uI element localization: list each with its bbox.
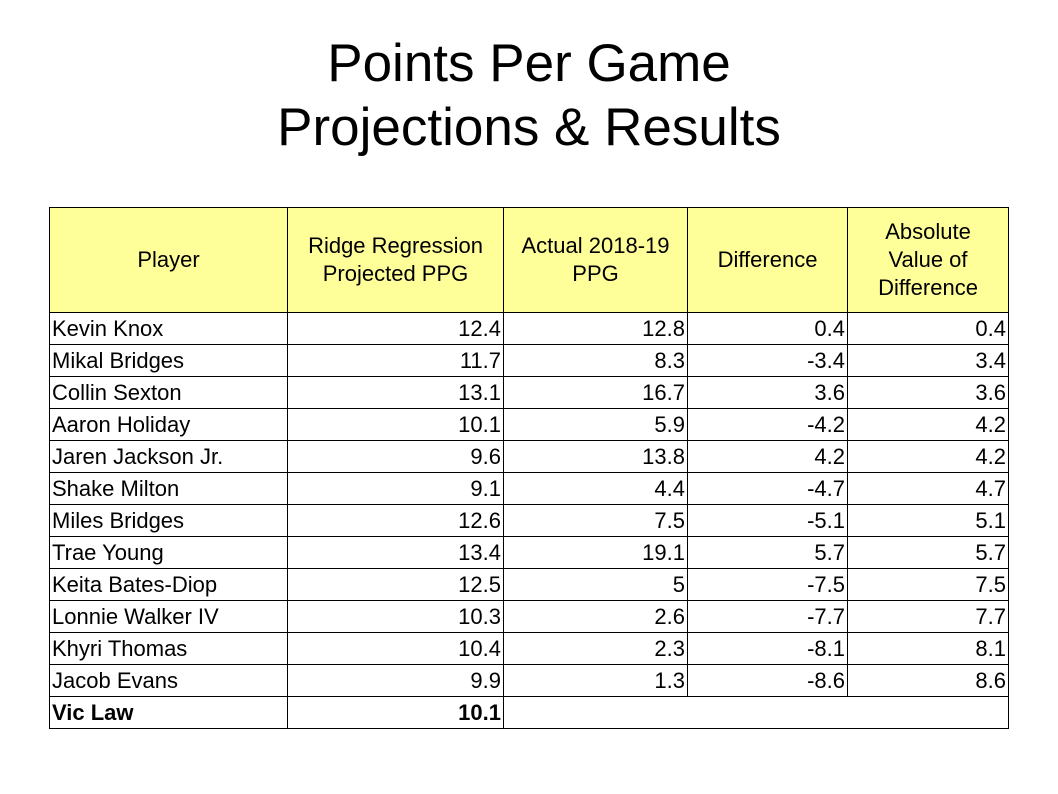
cell-actual-ppg: 8.3	[503, 344, 688, 377]
cell-player: Trae Young	[49, 536, 288, 569]
header-actual-ppg: Actual 2018-19 PPG	[503, 207, 688, 313]
cell-projected-ppg: 10.1	[287, 408, 504, 441]
cell-player: Collin Sexton	[49, 376, 288, 409]
cell-absolute-difference: 3.6	[847, 376, 1009, 409]
cell-actual-ppg: 4.4	[503, 472, 688, 505]
cell-difference: -3.4	[687, 344, 848, 377]
cell-actual-ppg: 1.3	[503, 664, 688, 697]
cell-player: Khyri Thomas	[49, 632, 288, 665]
cell-projected-ppg: 9.9	[287, 664, 504, 697]
cell-absolute-difference: 4.2	[847, 440, 1009, 473]
header-projected-ppg: Ridge Regression Projected PPG	[287, 207, 504, 313]
cell-player: Miles Bridges	[49, 504, 288, 537]
cell-difference: 4.2	[687, 440, 848, 473]
cell-empty	[503, 696, 1009, 729]
table-row: Lonnie Walker IV 10.3 2.6 -7.7 7.7	[49, 600, 1009, 633]
table-row: Khyri Thomas 10.4 2.3 -8.1 8.1	[49, 632, 1009, 665]
table-body: Kevin Knox 12.4 12.8 0.4 0.4 Mikal Bridges 11.…	[49, 312, 1009, 729]
cell-absolute-difference: 3.4	[847, 344, 1009, 377]
title-line-1: Points Per Game	[327, 34, 731, 93]
cell-actual-ppg: 5	[503, 568, 688, 601]
cell-difference: -5.1	[687, 504, 848, 537]
cell-actual-ppg: 5.9	[503, 408, 688, 441]
cell-absolute-difference: 7.5	[847, 568, 1009, 601]
cell-difference: -7.7	[687, 600, 848, 633]
cell-player: Shake Milton	[49, 472, 288, 505]
cell-projected-ppg: 12.4	[287, 312, 504, 345]
title-line-2: Projections & Results	[277, 98, 781, 157]
cell-player: Keita Bates-Diop	[49, 568, 288, 601]
cell-projected-ppg: 9.6	[287, 440, 504, 473]
header-player: Player	[49, 207, 288, 313]
cell-actual-ppg: 2.3	[503, 632, 688, 665]
cell-projected-ppg: 10.3	[287, 600, 504, 633]
cell-player: Mikal Bridges	[49, 344, 288, 377]
cell-projected-ppg: 12.5	[287, 568, 504, 601]
cell-difference: -4.7	[687, 472, 848, 505]
cell-absolute-difference: 5.7	[847, 536, 1009, 569]
cell-projected-ppg: 13.4	[287, 536, 504, 569]
cell-actual-ppg: 7.5	[503, 504, 688, 537]
slide-title: Points Per Game Projections & Results	[0, 32, 1058, 160]
table-row: Jaren Jackson Jr. 9.6 13.8 4.2 4.2	[49, 440, 1009, 473]
table-row: Shake Milton 9.1 4.4 -4.7 4.7	[49, 472, 1009, 505]
cell-difference: -4.2	[687, 408, 848, 441]
cell-projected-ppg: 13.1	[287, 376, 504, 409]
table-row: Trae Young 13.4 19.1 5.7 5.7	[49, 536, 1009, 569]
table-row: Miles Bridges 12.6 7.5 -5.1 5.1	[49, 504, 1009, 537]
header-difference: Difference	[687, 207, 848, 313]
cell-absolute-difference: 7.7	[847, 600, 1009, 633]
cell-actual-ppg: 13.8	[503, 440, 688, 473]
header-row: Player Ridge Regression Projected PPG Act…	[49, 207, 1009, 313]
cell-actual-ppg: 19.1	[503, 536, 688, 569]
table-row: Collin Sexton 13.1 16.7 3.6 3.6	[49, 376, 1009, 409]
cell-difference: -8.1	[687, 632, 848, 665]
cell-projected-ppg: 10.1	[287, 696, 504, 729]
table-row: Jacob Evans 9.9 1.3 -8.6 8.6	[49, 664, 1009, 697]
cell-player: Jacob Evans	[49, 664, 288, 697]
cell-player: Aaron Holiday	[49, 408, 288, 441]
cell-difference: 5.7	[687, 536, 848, 569]
cell-absolute-difference: 4.7	[847, 472, 1009, 505]
table-row: Kevin Knox 12.4 12.8 0.4 0.4	[49, 312, 1009, 345]
cell-player: Lonnie Walker IV	[49, 600, 288, 633]
cell-player: Vic Law	[49, 696, 288, 729]
cell-actual-ppg: 16.7	[503, 376, 688, 409]
cell-absolute-difference: 0.4	[847, 312, 1009, 345]
cell-projected-ppg: 9.1	[287, 472, 504, 505]
table-row: Mikal Bridges 11.7 8.3 -3.4 3.4	[49, 344, 1009, 377]
cell-projected-ppg: 12.6	[287, 504, 504, 537]
cell-actual-ppg: 2.6	[503, 600, 688, 633]
cell-difference: 0.4	[687, 312, 848, 345]
cell-absolute-difference: 8.6	[847, 664, 1009, 697]
cell-player: Jaren Jackson Jr.	[49, 440, 288, 473]
cell-absolute-difference: 5.1	[847, 504, 1009, 537]
ppg-table: Player Ridge Regression Projected PPG Act…	[49, 207, 1009, 729]
cell-projected-ppg: 11.7	[287, 344, 504, 377]
cell-absolute-difference: 8.1	[847, 632, 1009, 665]
cell-projected-ppg: 10.4	[287, 632, 504, 665]
cell-difference: -8.6	[687, 664, 848, 697]
table-row: Keita Bates-Diop 12.5 5 -7.5 7.5	[49, 568, 1009, 601]
cell-actual-ppg: 12.8	[503, 312, 688, 345]
table-row: Aaron Holiday 10.1 5.9 -4.2 4.2	[49, 408, 1009, 441]
cell-difference: 3.6	[687, 376, 848, 409]
cell-player: Kevin Knox	[49, 312, 288, 345]
cell-absolute-difference: 4.2	[847, 408, 1009, 441]
cell-difference: -7.5	[687, 568, 848, 601]
header-absolute-difference: Absolute Value of Difference	[847, 207, 1009, 313]
table-row-final: Vic Law 10.1	[49, 696, 1009, 729]
